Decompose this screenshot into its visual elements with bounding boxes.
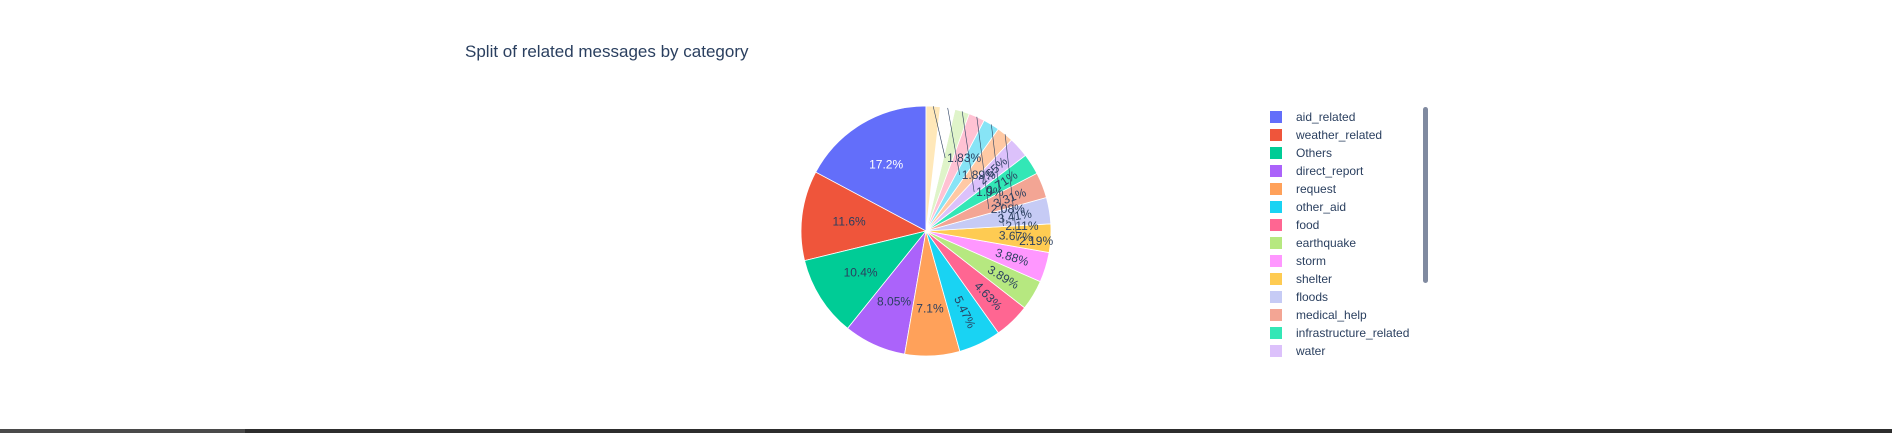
legend-scrollbar[interactable]: [1423, 107, 1428, 283]
legend-label[interactable]: weather_related: [1295, 128, 1382, 142]
legend-swatch[interactable]: [1270, 219, 1282, 231]
pie-label-leader-line: [976, 116, 990, 210]
chart-title: Split of related messages by category: [465, 42, 749, 61]
legend-swatch[interactable]: [1270, 327, 1282, 339]
pie-label-leader-line: [1004, 134, 1018, 242]
legend-label[interactable]: Others: [1296, 146, 1332, 160]
bottom-border: [0, 429, 1892, 433]
pie-slice-label: 3.67%: [998, 228, 1033, 244]
pie-slice-label: 1.89%: [962, 168, 996, 182]
legend-label[interactable]: floods: [1296, 290, 1328, 304]
legend-swatch[interactable]: [1270, 345, 1282, 357]
legend-swatch[interactable]: [1270, 183, 1282, 195]
legend-swatch[interactable]: [1270, 273, 1282, 285]
pie-slice[interactable]: [804, 230, 928, 329]
legend-label[interactable]: aid_related: [1296, 110, 1355, 124]
pie-slice-label: 1.9%: [976, 185, 1004, 199]
pie-slice-label: 3.41%: [997, 207, 1033, 226]
pie-slice[interactable]: [815, 105, 927, 232]
legend-label[interactable]: request: [1296, 182, 1337, 196]
pie-slice-label: 8.05%: [877, 295, 911, 309]
pie-slice-label: 10.4%: [844, 266, 878, 280]
legend-swatch[interactable]: [1270, 129, 1282, 141]
legend-swatch[interactable]: [1270, 147, 1282, 159]
pie-slice-label: 11.6%: [833, 214, 866, 228]
legend-label[interactable]: water: [1295, 344, 1325, 358]
legend-label[interactable]: earthquake: [1296, 236, 1356, 250]
legend-swatch[interactable]: [1270, 111, 1282, 123]
legend-swatch[interactable]: [1270, 165, 1282, 177]
pie-label-leader-line: [961, 111, 975, 193]
legend-label[interactable]: other_aid: [1296, 200, 1346, 214]
pie-slice-label: 7.1%: [916, 301, 944, 315]
pie-slice-label: 2.19%: [1019, 234, 1053, 248]
pie-slice-label: 2.08%: [991, 202, 1025, 216]
pie-label-leader-line: [991, 124, 1004, 227]
legend-label[interactable]: infrastructure_related: [1296, 326, 1409, 340]
legend-swatch[interactable]: [1270, 255, 1282, 267]
pie-label-leader-line: [947, 107, 960, 176]
legend-swatch[interactable]: [1270, 291, 1282, 303]
legend-label[interactable]: shelter: [1296, 272, 1332, 286]
legend-swatch[interactable]: [1270, 201, 1282, 213]
legend-swatch[interactable]: [1270, 237, 1282, 249]
pie-slice-label: 17.2%: [869, 158, 903, 172]
pie-slice-label: 2.11%: [1005, 219, 1038, 233]
pie-label-leader-line: [932, 106, 946, 159]
legend: aid_related weather_related Others direct_r…: [1270, 110, 1409, 358]
legend-label[interactable]: storm: [1296, 254, 1326, 268]
pie-slices: [800, 105, 1052, 357]
legend-label[interactable]: direct_report: [1296, 164, 1364, 178]
legend-label[interactable]: food: [1296, 218, 1319, 232]
legend-swatch[interactable]: [1270, 309, 1282, 321]
legend-label[interactable]: medical_help: [1296, 308, 1367, 322]
bottom-border-highlight: [0, 429, 245, 433]
pie-slice-label: 1.83%: [947, 151, 981, 165]
